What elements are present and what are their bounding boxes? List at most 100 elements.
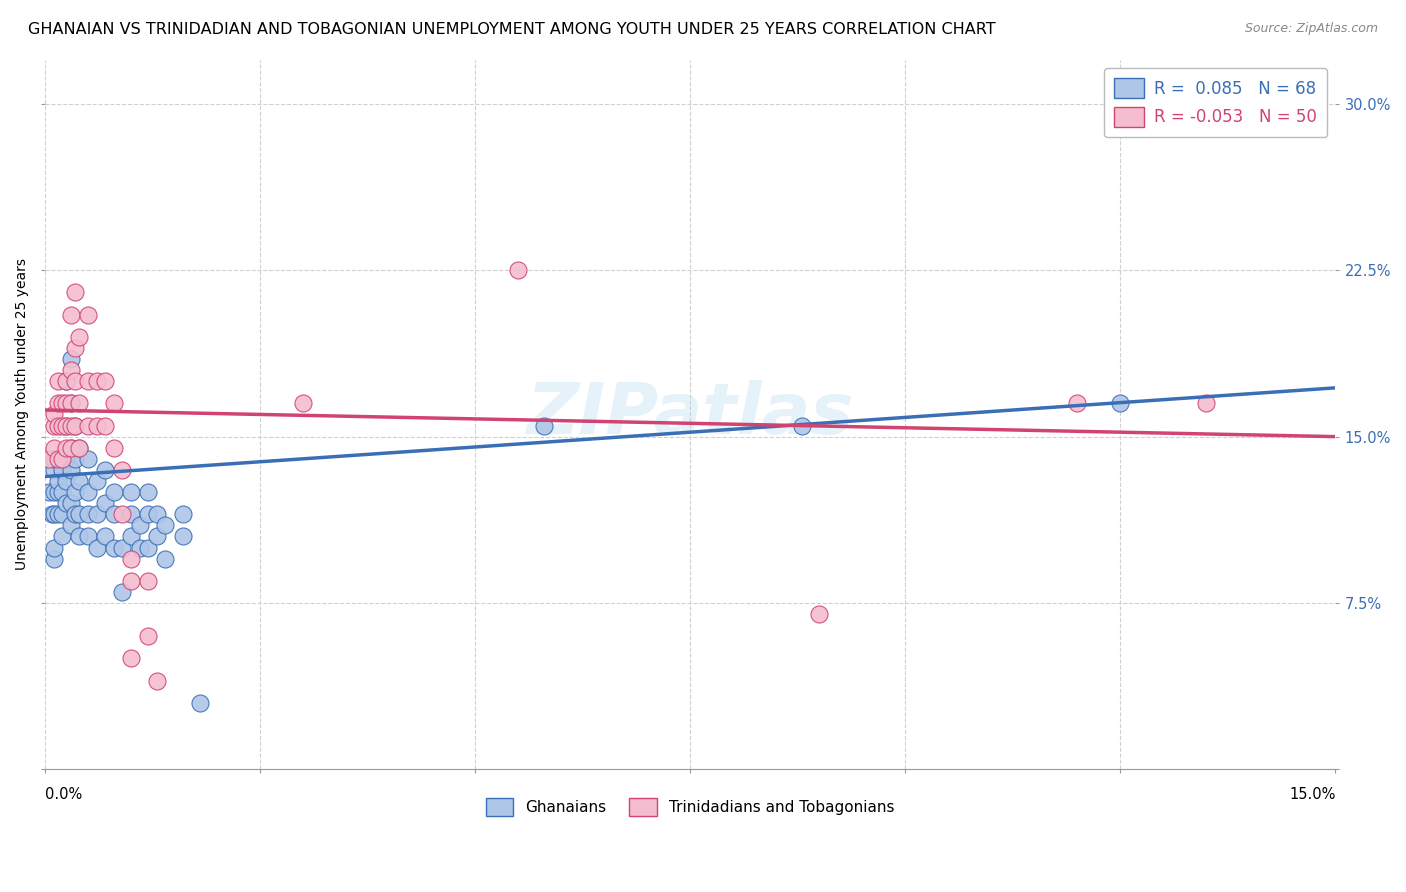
Point — [46, 485, 69, 500]
Point — [172, 529, 194, 543]
Point — [128, 541, 150, 555]
Point — [120, 651, 142, 665]
Point — [136, 629, 159, 643]
Point — [59, 396, 82, 410]
Point — [59, 418, 82, 433]
Point — [55, 396, 77, 410]
Point — [42, 451, 65, 466]
Point — [42, 551, 65, 566]
Point — [111, 585, 134, 599]
Point — [42, 441, 65, 455]
Point — [59, 441, 82, 455]
Text: ZIPatlas: ZIPatlas — [526, 380, 853, 449]
Point — [55, 496, 77, 510]
Point — [42, 418, 65, 433]
Point — [86, 418, 108, 433]
Point — [508, 263, 530, 277]
Point — [188, 696, 211, 710]
Point — [155, 518, 177, 533]
Point — [1109, 396, 1132, 410]
Point — [51, 396, 73, 410]
Point — [172, 508, 194, 522]
Point — [77, 374, 100, 388]
Point — [94, 529, 117, 543]
Point — [63, 485, 86, 500]
Point — [86, 508, 108, 522]
Point — [55, 374, 77, 388]
Point — [77, 451, 100, 466]
Point — [38, 485, 60, 500]
Point — [136, 541, 159, 555]
Point — [67, 330, 90, 344]
Point — [59, 441, 82, 455]
Point — [77, 418, 100, 433]
Point — [94, 418, 117, 433]
Point — [51, 508, 73, 522]
Point — [155, 551, 177, 566]
Point — [46, 451, 69, 466]
Point — [67, 529, 90, 543]
Point — [533, 418, 555, 433]
Point — [77, 485, 100, 500]
Point — [51, 451, 73, 466]
Point — [86, 541, 108, 555]
Point — [94, 463, 117, 477]
Point — [94, 374, 117, 388]
Point — [46, 474, 69, 488]
Point — [120, 529, 142, 543]
Point — [136, 485, 159, 500]
Point — [59, 363, 82, 377]
Point — [63, 418, 86, 433]
Point — [1066, 396, 1088, 410]
Point — [59, 308, 82, 322]
Point — [67, 474, 90, 488]
Point — [77, 529, 100, 543]
Point — [86, 374, 108, 388]
Point — [63, 285, 86, 300]
Point — [86, 474, 108, 488]
Point — [46, 396, 69, 410]
Point — [42, 463, 65, 477]
Point — [63, 451, 86, 466]
Text: GHANAIAN VS TRINIDADIAN AND TOBAGONIAN UNEMPLOYMENT AMONG YOUTH UNDER 25 YEARS C: GHANAIAN VS TRINIDADIAN AND TOBAGONIAN U… — [28, 22, 995, 37]
Point — [146, 673, 169, 688]
Point — [55, 474, 77, 488]
Point — [59, 351, 82, 366]
Point — [111, 463, 134, 477]
Point — [790, 418, 813, 433]
Point — [46, 508, 69, 522]
Point — [51, 485, 73, 500]
Point — [111, 541, 134, 555]
Point — [67, 441, 90, 455]
Point — [136, 508, 159, 522]
Point — [120, 551, 142, 566]
Point — [59, 463, 82, 477]
Point — [94, 496, 117, 510]
Point — [67, 441, 90, 455]
Point — [77, 508, 100, 522]
Point — [103, 485, 125, 500]
Point — [63, 418, 86, 433]
Point — [63, 374, 86, 388]
Point — [46, 374, 69, 388]
Point — [146, 529, 169, 543]
Point — [59, 518, 82, 533]
Point — [103, 508, 125, 522]
Point — [63, 341, 86, 355]
Y-axis label: Unemployment Among Youth under 25 years: Unemployment Among Youth under 25 years — [15, 259, 30, 571]
Point — [120, 508, 142, 522]
Point — [55, 418, 77, 433]
Point — [42, 408, 65, 422]
Text: 0.0%: 0.0% — [45, 787, 82, 802]
Point — [41, 508, 63, 522]
Text: 15.0%: 15.0% — [1289, 787, 1336, 802]
Point — [103, 396, 125, 410]
Point — [103, 441, 125, 455]
Point — [51, 418, 73, 433]
Point — [111, 508, 134, 522]
Point — [55, 451, 77, 466]
Point — [136, 574, 159, 588]
Point — [59, 396, 82, 410]
Text: Source: ZipAtlas.com: Source: ZipAtlas.com — [1244, 22, 1378, 36]
Point — [55, 418, 77, 433]
